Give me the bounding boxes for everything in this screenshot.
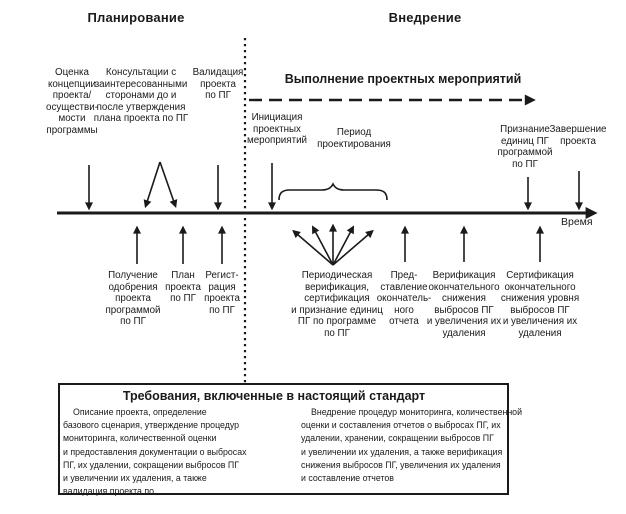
label-validation: Валидация проекта по ПГ: [192, 67, 244, 102]
label-initiation: Инициация проектных мероприятий: [246, 112, 308, 147]
requirements-right-column: Внедрение процедур мониторинга, количест…: [301, 407, 522, 484]
up-arrow-periodic-5: [332, 229, 374, 266]
up-arrow-periodic-1: [292, 229, 334, 266]
label-plan: План проекта по ПГ: [165, 270, 201, 305]
up-arrow-periodic-2: [312, 225, 334, 266]
requirements-box: [58, 383, 509, 495]
down-arrow-consultation-after: [159, 161, 178, 209]
label-concept: Оценка концепции проекта/ осуществи- мос…: [46, 67, 98, 136]
up-arrow-periodic-4: [332, 225, 354, 266]
label-periodic: Периодическая верификация, сертификация …: [291, 270, 383, 339]
design-period-brace: [278, 182, 388, 201]
up-arrows-group: [133, 223, 544, 266]
label-registration: Регист- рация проекта по ПГ: [204, 270, 240, 316]
label-final-report: Пред- ставление окончатель- ного отчета: [376, 270, 432, 328]
label-consultations: Консультации с заинтересованными сторона…: [93, 67, 189, 125]
time-axis-label: Время: [561, 216, 593, 228]
label-completion: Завершение проекта: [549, 124, 607, 147]
label-approval: Получение одобрения проекта программой п…: [105, 270, 161, 328]
requirements-box-title: Требования, включенные в настоящий станд…: [122, 389, 426, 403]
label-design-period: Период проектирования: [317, 127, 391, 150]
phase-header-implementation: Внедрение: [388, 10, 462, 25]
requirements-left-column: Описание проекта, определение базового с…: [63, 407, 247, 497]
label-verification: Верификация окончательного снижения выбр…: [426, 270, 502, 339]
execution-banner: Выполнение проектных мероприятий: [284, 72, 522, 86]
label-recognition: Признание единиц ПГ программой по ПГ: [497, 124, 553, 170]
phase-header-planning: Планирование: [87, 10, 185, 25]
down-arrow-consultation-before: [143, 161, 161, 209]
label-certification: Сертификация окончательного снижения уро…: [500, 270, 580, 339]
